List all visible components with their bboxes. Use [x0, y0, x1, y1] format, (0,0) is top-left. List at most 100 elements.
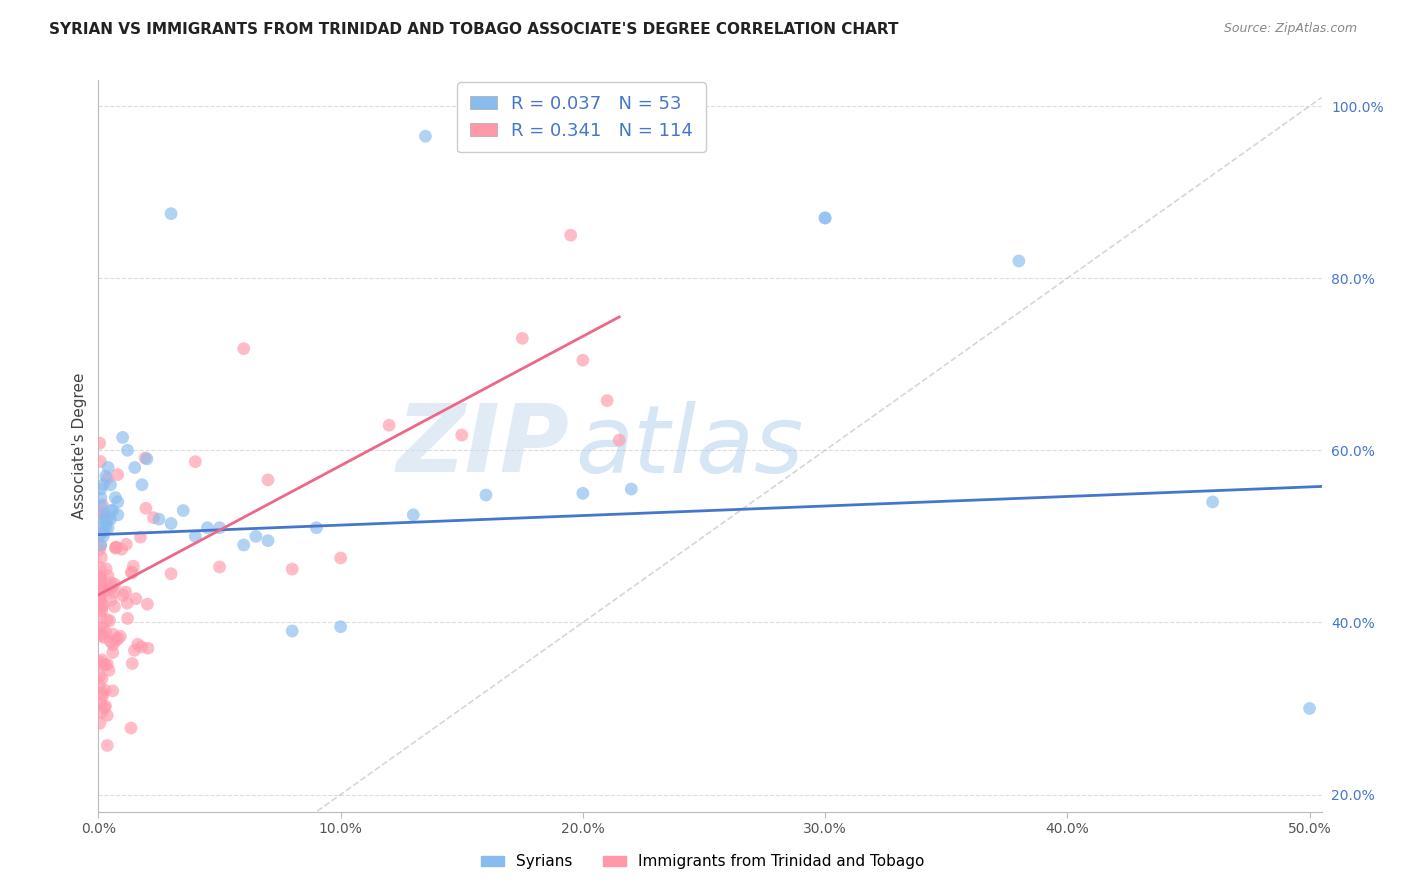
Point	[94, 683, 117, 698]
Point	[91, 672, 114, 686]
Point	[814, 211, 837, 225]
Point	[89, 578, 111, 592]
Point	[101, 646, 124, 660]
Point	[91, 600, 114, 615]
Point	[160, 516, 183, 531]
Point	[135, 451, 157, 466]
Point	[112, 589, 135, 603]
Point	[134, 450, 156, 465]
Point	[90, 482, 112, 496]
Point	[94, 508, 117, 522]
Point	[257, 533, 280, 548]
Point	[100, 580, 122, 594]
Point	[148, 512, 170, 526]
Point	[135, 501, 157, 516]
Point	[100, 477, 122, 491]
Point	[90, 696, 112, 710]
Point	[90, 627, 112, 641]
Point	[103, 599, 125, 614]
Point	[107, 495, 129, 509]
Point	[89, 436, 111, 450]
Point	[97, 581, 120, 595]
Point	[91, 598, 114, 612]
Point	[91, 620, 114, 634]
Point	[560, 228, 582, 243]
Point	[97, 460, 120, 475]
Point	[94, 562, 117, 576]
Point	[1008, 254, 1031, 268]
Point	[450, 428, 472, 442]
Point	[89, 588, 111, 602]
Point	[100, 512, 122, 526]
Point	[122, 559, 145, 574]
Point	[329, 620, 352, 634]
Point	[91, 583, 114, 598]
Point	[89, 716, 111, 731]
Point	[115, 596, 138, 610]
Point	[402, 508, 425, 522]
Point	[129, 530, 152, 544]
Point	[91, 508, 114, 522]
Point	[208, 521, 231, 535]
Point	[91, 498, 114, 512]
Point	[96, 613, 118, 627]
Point	[90, 550, 112, 565]
Point	[142, 510, 165, 524]
Point	[89, 599, 111, 613]
Point	[101, 503, 124, 517]
Point	[100, 593, 122, 607]
Point	[91, 512, 114, 526]
Point	[90, 573, 112, 587]
Point	[93, 582, 115, 597]
Point	[100, 575, 122, 590]
Point	[208, 560, 231, 574]
Point	[136, 597, 159, 611]
Point	[245, 529, 267, 543]
Point	[111, 430, 134, 444]
Text: SYRIAN VS IMMIGRANTS FROM TRINIDAD AND TOBAGO ASSOCIATE'S DEGREE CORRELATION CHA: SYRIAN VS IMMIGRANTS FROM TRINIDAD AND T…	[49, 22, 898, 37]
Point	[305, 521, 328, 535]
Point	[89, 679, 111, 693]
Point	[184, 529, 207, 543]
Point	[104, 633, 127, 648]
Point	[378, 418, 401, 433]
Point	[117, 443, 139, 458]
Point	[96, 739, 118, 753]
Point	[115, 537, 138, 551]
Point	[91, 686, 114, 700]
Text: atlas: atlas	[575, 401, 804, 491]
Point	[98, 614, 121, 628]
Point	[89, 588, 111, 602]
Point	[160, 566, 183, 581]
Point	[89, 527, 111, 541]
Point	[100, 503, 122, 517]
Point	[89, 588, 111, 602]
Point	[111, 542, 134, 557]
Point	[121, 657, 143, 671]
Point	[114, 585, 136, 599]
Point	[89, 593, 111, 607]
Point	[90, 629, 112, 643]
Point	[120, 721, 142, 735]
Point	[96, 472, 118, 486]
Point	[89, 590, 111, 604]
Point	[104, 491, 127, 505]
Point	[94, 625, 117, 640]
Point	[94, 516, 117, 531]
Text: Source: ZipAtlas.com: Source: ZipAtlas.com	[1223, 22, 1357, 36]
Point	[184, 455, 207, 469]
Text: ZIP: ZIP	[396, 400, 569, 492]
Point	[107, 508, 129, 522]
Point	[89, 504, 111, 518]
Point	[107, 632, 129, 646]
Point	[107, 467, 129, 482]
Point	[131, 640, 153, 654]
Point	[90, 538, 112, 552]
Point	[89, 560, 111, 574]
Point	[94, 469, 117, 483]
Point	[281, 562, 304, 576]
Point	[89, 655, 111, 669]
Point	[1298, 701, 1320, 715]
Point	[89, 454, 111, 468]
Point	[131, 477, 153, 491]
